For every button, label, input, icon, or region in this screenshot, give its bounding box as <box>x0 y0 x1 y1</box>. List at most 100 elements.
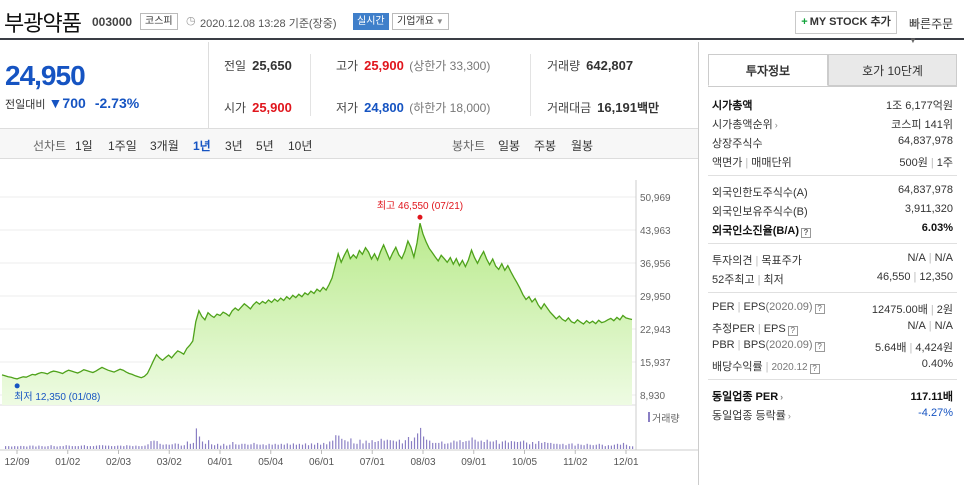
volume-bar <box>195 428 197 449</box>
volume-bar <box>604 446 606 449</box>
volume-bar <box>547 442 549 449</box>
period-3m[interactable]: 3개월 <box>150 139 179 153</box>
row-market-cap-rank[interactable]: 시가총액순위 › 코스피 141위 <box>712 119 953 131</box>
volume-bar <box>595 444 597 449</box>
row-industry-change[interactable]: 동일업종 등락률 › -4.27% <box>712 407 953 422</box>
period-3y[interactable]: 3년 <box>225 139 243 153</box>
volume-bar <box>401 443 403 449</box>
volume-bar <box>350 438 352 449</box>
period-1y[interactable]: 1년 <box>193 139 211 153</box>
help-icon[interactable]: ? <box>814 304 825 314</box>
volume-bar <box>92 446 95 449</box>
volume-bar <box>286 443 288 449</box>
volume-bar <box>519 441 522 449</box>
volume-bar <box>438 442 440 449</box>
help-icon[interactable]: ? <box>814 342 825 352</box>
help-icon[interactable]: ? <box>801 228 811 238</box>
volume-bar <box>147 444 149 449</box>
volume-bar <box>356 443 358 449</box>
period-5y[interactable]: 5년 <box>256 139 274 153</box>
period-1w[interactable]: 1주일 <box>108 139 137 153</box>
volume-bar <box>432 442 434 449</box>
current-price: 24,950 <box>5 60 86 91</box>
volume-bar <box>410 441 413 449</box>
row-dividend: 배당수익률 | 2020.12? 0.40% <box>712 358 953 374</box>
volume-bar <box>26 446 28 449</box>
change-label: 전일대비 <box>5 99 46 111</box>
volume-bar <box>483 442 485 449</box>
realtime-badge[interactable]: 실시간 <box>353 13 389 30</box>
row-industry-per[interactable]: 동일업종 PER › 117.11배 <box>712 391 953 403</box>
volume-bar <box>29 445 31 449</box>
row-foreign-limit: 외국인한도주식수(A) 64,837,978 <box>712 184 953 199</box>
volume-bar <box>571 443 573 449</box>
volume-bar <box>108 445 110 449</box>
volume-bar <box>498 443 500 449</box>
volume-bar <box>268 443 270 449</box>
x-tick-label: 01/02 <box>55 457 80 468</box>
volume-bar <box>247 444 249 449</box>
quote-date: 2020.12.08 13:28 기준(장중) <box>200 18 337 30</box>
volume-bar <box>326 444 328 449</box>
volume-bar <box>180 445 182 449</box>
x-tick-label: 09/01 <box>461 457 486 468</box>
corp-info-dropdown[interactable]: 기업개요 ▼ <box>392 13 449 30</box>
candle-monthly[interactable]: 월봉 <box>571 139 594 153</box>
volume-bar <box>625 444 628 449</box>
tab-invest-info[interactable]: 투자정보 <box>708 54 828 86</box>
volume-bar <box>83 445 85 449</box>
volume-bar <box>135 445 137 449</box>
volume-bar <box>559 444 561 449</box>
volume-bar <box>74 446 76 449</box>
volume-bar <box>523 440 525 449</box>
volume-bar <box>398 439 400 449</box>
volume-bar <box>114 446 116 449</box>
volume-bar <box>492 441 494 449</box>
volume-bar <box>556 443 558 449</box>
volume-bar <box>111 446 113 449</box>
invest-info-table: 시가총액 1조 6,177억원 시가총액순위 › 코스피 141위 상장주식수 64,8… <box>708 86 957 422</box>
volume-bar <box>329 441 331 449</box>
volume-bar <box>320 444 322 449</box>
stock-code: 003000 <box>92 15 133 29</box>
volume-bar <box>565 445 567 449</box>
volume-bar <box>162 444 164 449</box>
tab-ask-10[interactable]: 호가 10단계 <box>828 54 957 86</box>
volume-bar <box>217 443 219 449</box>
x-tick-label: 06/01 <box>309 457 334 468</box>
volume-bar <box>105 445 107 449</box>
volume-bar <box>262 444 264 449</box>
y-tick-label: 8,930 <box>640 391 665 402</box>
price-chart[interactable]: 50,969 43,963 36,956 29,950 22,943 15,937 8,93… <box>0 160 698 485</box>
volume-bar <box>359 439 361 449</box>
volume-bars <box>5 427 634 449</box>
volume-bar <box>386 439 388 449</box>
volume-bar <box>211 444 213 449</box>
volume-bar <box>156 441 158 449</box>
volume-bar <box>38 445 40 449</box>
volume-bar <box>153 440 155 449</box>
volume-bar <box>310 443 313 449</box>
candle-daily[interactable]: 일봉 <box>498 139 521 153</box>
mystock-add-button[interactable]: + MY STOCK 추가 <box>795 11 897 34</box>
x-tick-label: 02/03 <box>106 457 131 468</box>
volume-bar <box>632 446 634 449</box>
row-per-eps: PER | EPS(2020.09)? 12475.00배 | 2원 <box>712 301 953 316</box>
volume-legend: 거래량 <box>652 413 680 425</box>
stock-header: 부광약품 003000 코스피 ◷ 2020.12.08 13:28 기준(장중… <box>0 0 964 45</box>
volume-bar <box>265 445 267 449</box>
volume-bar <box>198 436 201 449</box>
volume-legend-swatch <box>648 412 650 422</box>
volume-bar <box>289 444 291 449</box>
candle-weekly[interactable]: 주봉 <box>534 139 557 153</box>
period-1d[interactable]: 1일 <box>75 139 93 153</box>
volume-bar <box>214 445 216 449</box>
clock-icon: ◷ <box>186 15 196 27</box>
volume-bar <box>59 446 61 449</box>
help-icon[interactable]: ? <box>787 326 798 336</box>
volume-bar <box>189 443 191 449</box>
help-icon[interactable]: ? <box>809 364 820 374</box>
period-10y[interactable]: 10년 <box>288 139 313 153</box>
quick-order-button[interactable]: 빠른주문 ▼ <box>909 15 964 46</box>
stock-name: 부광약품 <box>4 11 82 36</box>
